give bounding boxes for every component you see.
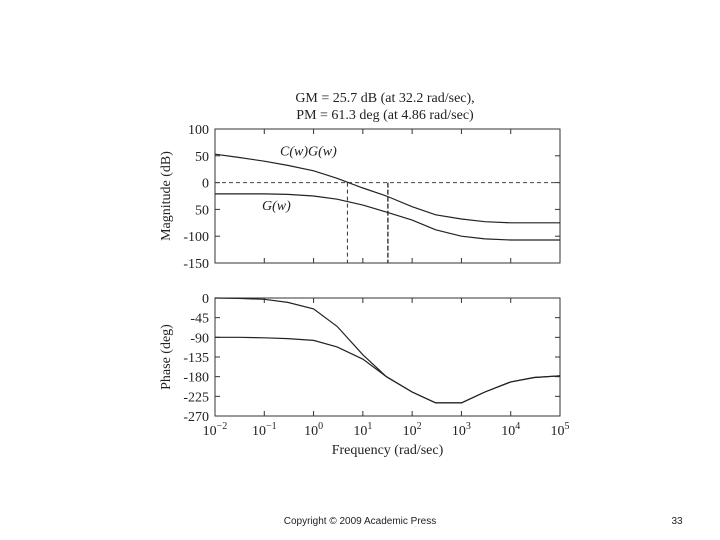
y-tick-label: -100: [183, 230, 209, 245]
page-number: 33: [671, 516, 683, 527]
y-tick-label: -225: [183, 390, 209, 405]
y-tick-label: -90: [190, 331, 209, 346]
y-tick-label: -180: [183, 371, 209, 386]
y-tick-label: 0: [202, 292, 209, 307]
x-tick-label: 105: [551, 421, 570, 439]
x-axis-label: Frequency (rad/sec): [332, 443, 444, 458]
y-axis-label: Magnitude (dB): [159, 151, 174, 241]
x-tick-label: 10−1: [252, 421, 277, 439]
x-tick-label: 103: [452, 421, 471, 439]
series-label: C(w)G(w): [280, 144, 337, 159]
x-tick-label: 100: [304, 421, 323, 439]
y-axis-label: Phase (deg): [159, 324, 174, 390]
x-tick-label: 10−2: [203, 421, 228, 439]
x-tick-label: 104: [501, 421, 520, 439]
y-tick-label: 0: [202, 177, 209, 192]
y-tick-label: 50: [195, 203, 209, 218]
series-line: [215, 193, 560, 241]
y-tick-label: -150: [183, 257, 209, 272]
series-line: [215, 336, 561, 404]
series-label: G(w): [262, 199, 291, 214]
y-tick-label: 100: [188, 123, 209, 138]
y-tick-label: -135: [183, 351, 209, 366]
series-line: [214, 297, 561, 404]
chart-title: GM = 25.7 dB (at 32.2 rad/sec),: [295, 91, 474, 106]
copyright: Copyright © 2009 Academic Press: [284, 516, 436, 527]
y-tick-label: -45: [190, 312, 209, 327]
plot-frame: [214, 297, 561, 417]
x-tick-label: 102: [403, 421, 422, 439]
series-line: [214, 153, 560, 224]
y-tick-label: 50: [195, 150, 209, 165]
chart-title: PM = 61.3 deg (at 4.86 rad/sec): [296, 108, 474, 123]
x-tick-label: 101: [353, 421, 372, 439]
y-tick-label: -270: [183, 410, 209, 425]
